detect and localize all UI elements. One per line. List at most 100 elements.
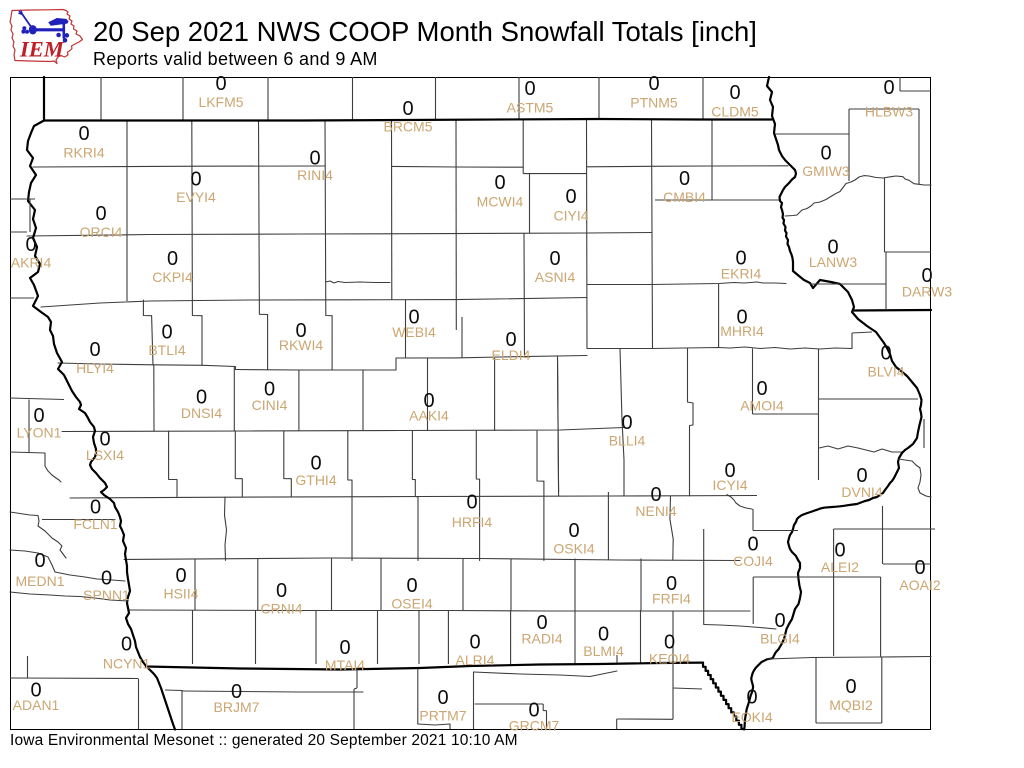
svg-text:0: 0 xyxy=(664,632,675,654)
svg-text:0: 0 xyxy=(883,77,894,99)
svg-text:PRTM7: PRTM7 xyxy=(419,707,466,723)
svg-text:0: 0 xyxy=(121,634,132,656)
svg-text:ASTM5: ASTM5 xyxy=(507,99,554,115)
svg-text:CRNI4: CRNI4 xyxy=(260,601,302,617)
svg-text:ASNI4: ASNI4 xyxy=(535,269,576,285)
svg-text:0: 0 xyxy=(536,612,547,634)
svg-text:0: 0 xyxy=(505,329,516,351)
svg-text:0: 0 xyxy=(845,676,856,698)
svg-text:0: 0 xyxy=(423,390,434,412)
svg-text:0: 0 xyxy=(402,98,413,120)
svg-text:LANW3: LANW3 xyxy=(809,254,857,270)
svg-text:AMOI4: AMOI4 xyxy=(740,397,784,413)
svg-text:GTHI4: GTHI4 xyxy=(295,472,336,488)
svg-text:0: 0 xyxy=(30,679,41,701)
svg-text:MQBI2: MQBI2 xyxy=(829,697,873,713)
svg-text:0: 0 xyxy=(650,484,661,506)
svg-text:RKWI4: RKWI4 xyxy=(279,337,324,353)
svg-text:IEM: IEM xyxy=(19,37,65,62)
svg-text:0: 0 xyxy=(827,237,838,259)
svg-text:RADI4: RADI4 xyxy=(521,631,562,647)
svg-text:BTLI4: BTLI4 xyxy=(148,342,186,358)
svg-text:0: 0 xyxy=(724,460,735,482)
svg-text:BLMI4: BLMI4 xyxy=(583,643,624,659)
svg-text:0: 0 xyxy=(880,343,891,365)
svg-text:0: 0 xyxy=(466,492,477,514)
svg-text:0: 0 xyxy=(437,687,448,709)
svg-text:PTNM5: PTNM5 xyxy=(630,94,678,110)
svg-text:0: 0 xyxy=(568,520,579,542)
svg-text:WEBI4: WEBI4 xyxy=(392,324,436,340)
svg-text:0: 0 xyxy=(101,568,112,590)
svg-text:EVYI4: EVYI4 xyxy=(176,189,216,205)
svg-text:AKRI4: AKRI4 xyxy=(11,255,52,271)
svg-text:ALRI4: ALRI4 xyxy=(456,652,495,668)
svg-text:COJI4: COJI4 xyxy=(733,553,773,569)
svg-text:0: 0 xyxy=(34,550,45,572)
svg-text:0: 0 xyxy=(90,497,101,519)
svg-text:0: 0 xyxy=(746,687,757,709)
svg-text:0: 0 xyxy=(921,265,932,287)
svg-text:BRCM5: BRCM5 xyxy=(383,118,432,134)
svg-text:0: 0 xyxy=(215,73,226,95)
svg-text:EKRI4: EKRI4 xyxy=(721,265,762,281)
svg-text:LKFM5: LKFM5 xyxy=(198,94,243,110)
svg-text:0: 0 xyxy=(549,248,560,270)
svg-text:DARW3: DARW3 xyxy=(902,284,953,300)
svg-text:BLVI4: BLVI4 xyxy=(867,364,904,380)
svg-text:BRJM7: BRJM7 xyxy=(214,699,260,715)
svg-text:0: 0 xyxy=(820,143,831,165)
svg-text:0: 0 xyxy=(276,580,287,602)
svg-text:0: 0 xyxy=(774,610,785,632)
svg-text:0: 0 xyxy=(231,681,242,703)
svg-text:ADAN1: ADAN1 xyxy=(13,697,60,713)
svg-text:MHRI4: MHRI4 xyxy=(720,323,764,339)
svg-text:ORCI4: ORCI4 xyxy=(80,224,123,240)
svg-text:AAKI4: AAKI4 xyxy=(409,407,449,423)
svg-text:BLLI4: BLLI4 xyxy=(609,432,646,448)
svg-text:0: 0 xyxy=(190,169,201,191)
svg-text:0: 0 xyxy=(406,575,417,597)
svg-text:0: 0 xyxy=(309,148,320,170)
svg-text:ICYI4: ICYI4 xyxy=(712,477,747,493)
svg-text:HLBW3: HLBW3 xyxy=(865,103,913,119)
svg-text:RKRI4: RKRI4 xyxy=(63,144,104,160)
svg-text:0: 0 xyxy=(89,339,100,361)
svg-text:CIYI4: CIYI4 xyxy=(553,207,588,223)
svg-text:0: 0 xyxy=(756,378,767,400)
svg-text:0: 0 xyxy=(95,203,106,225)
svg-text:RINI4: RINI4 xyxy=(297,167,333,183)
svg-text:0: 0 xyxy=(856,465,867,487)
svg-text:EOKI4: EOKI4 xyxy=(731,709,772,725)
svg-text:0: 0 xyxy=(25,234,36,256)
svg-text:0: 0 xyxy=(747,534,758,556)
svg-text:NENI4: NENI4 xyxy=(635,503,676,519)
svg-text:0: 0 xyxy=(666,573,677,595)
svg-text:0: 0 xyxy=(339,637,350,659)
svg-text:0: 0 xyxy=(196,387,207,409)
svg-text:0: 0 xyxy=(494,172,505,194)
svg-text:FRFI4: FRFI4 xyxy=(652,591,691,607)
svg-text:0: 0 xyxy=(914,557,925,579)
svg-text:GRCM7: GRCM7 xyxy=(509,717,560,733)
svg-text:HRFI4: HRFI4 xyxy=(452,514,493,530)
svg-text:SPNN1: SPNN1 xyxy=(83,587,130,603)
svg-text:MTAI4: MTAI4 xyxy=(325,657,365,673)
svg-text:0: 0 xyxy=(161,322,172,344)
svg-text:0: 0 xyxy=(99,429,110,451)
svg-text:0: 0 xyxy=(408,307,419,329)
svg-text:0: 0 xyxy=(175,565,186,587)
svg-text:0: 0 xyxy=(834,539,845,561)
svg-text:0: 0 xyxy=(469,632,480,654)
svg-text:0: 0 xyxy=(736,307,747,329)
svg-text:0: 0 xyxy=(295,320,306,342)
svg-text:FCLN1: FCLN1 xyxy=(73,516,118,532)
svg-text:0: 0 xyxy=(729,82,740,104)
svg-text:CKPI4: CKPI4 xyxy=(152,269,193,285)
svg-text:ALEI2: ALEI2 xyxy=(821,559,859,575)
svg-text:0: 0 xyxy=(524,78,535,100)
svg-text:AOAI2: AOAI2 xyxy=(899,577,940,593)
svg-text:CMBI4: CMBI4 xyxy=(663,189,706,205)
svg-text:DVNI4: DVNI4 xyxy=(841,484,882,500)
svg-text:CINI4: CINI4 xyxy=(252,397,288,413)
